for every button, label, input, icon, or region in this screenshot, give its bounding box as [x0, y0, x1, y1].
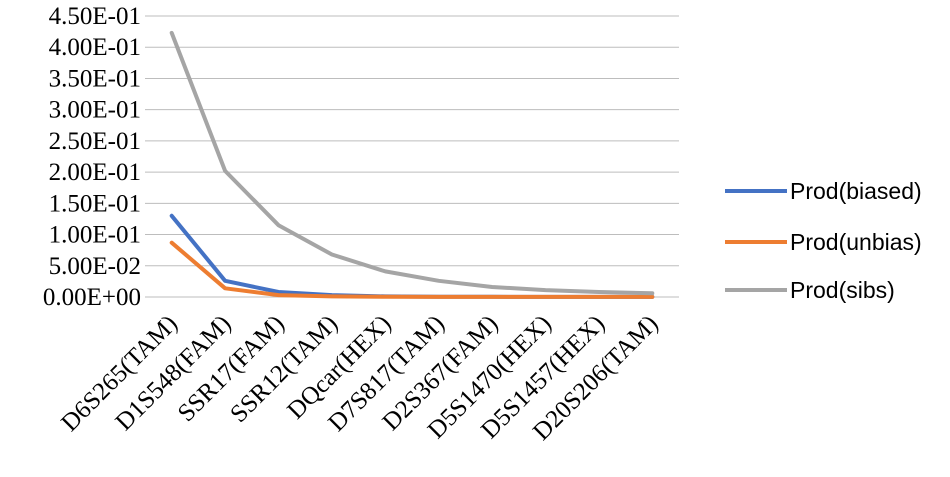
x-axis-tick-labels: D6S265(TAM)D1S548(FAM)SSR17(FAM)SSR12(TA…: [56, 310, 663, 446]
y-tick-label: 3.50E-01: [49, 65, 141, 92]
legend-label: Prod(biased): [790, 178, 922, 204]
series-line-1: [169, 213, 655, 299]
y-tick-label: 2.50E-01: [49, 128, 141, 155]
y-tick-label: 2.00E-01: [49, 159, 141, 186]
legend: Prod(biased) Prod(unbias) Prod(sibs): [725, 178, 922, 303]
series-lines: [169, 30, 655, 299]
y-tick-label: 5.00E-02: [49, 253, 141, 280]
y-axis-tick-labels: 4.50E-01 4.00E-01 3.50E-01 3.00E-01 2.50E-01…: [43, 3, 141, 311]
y-tick-label: 1.00E-01: [49, 222, 141, 249]
y-tick-label: 0.00E+00: [43, 284, 141, 311]
y-tick-label: 3.00E-01: [49, 97, 141, 124]
y-tick-label: 1.50E-01: [49, 190, 141, 217]
legend-label: Prod(sibs): [790, 277, 895, 303]
legend-label: Prod(unbias): [790, 229, 922, 255]
y-tick-label: 4.00E-01: [49, 34, 141, 61]
gridlines: [145, 15, 679, 298]
series-line-3: [169, 30, 655, 296]
y-tick-label: 4.50E-01: [49, 3, 141, 30]
series-line-2: [169, 240, 655, 299]
